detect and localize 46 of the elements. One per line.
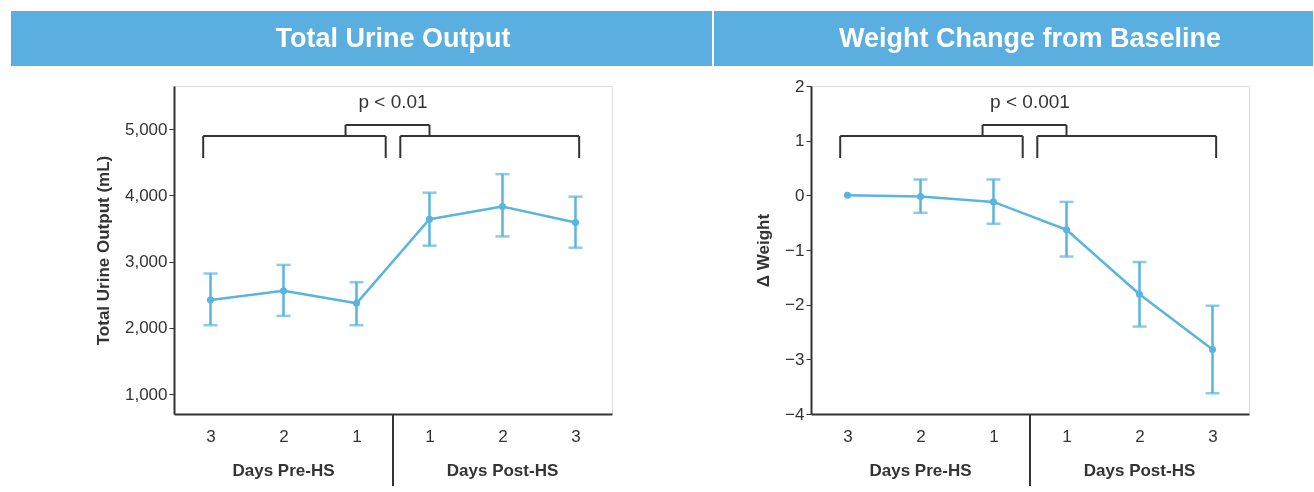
y-tick-label: 2,000 xyxy=(124,318,168,338)
annotation: p < 0.01 xyxy=(358,91,428,112)
point xyxy=(1208,345,1217,354)
y-tick-label: 1,000 xyxy=(124,384,168,404)
point xyxy=(843,191,852,199)
y-tick-label: 5,000 xyxy=(124,119,168,139)
annotation: p < 0.001 xyxy=(990,91,1070,112)
text: Days Pre-HS xyxy=(232,461,335,480)
y-axis-title: Total Urine Output (mL) xyxy=(93,155,113,346)
text: Days Post-HS xyxy=(1083,461,1196,480)
y-tick-label: −1 xyxy=(785,240,805,260)
chart-title: Weight Change from Baseline xyxy=(838,23,1222,53)
y-tick-label: 3,000 xyxy=(124,252,168,272)
x-tick-label: 2 xyxy=(498,426,508,446)
text: Days Post-HS xyxy=(446,461,559,480)
point xyxy=(1062,226,1071,234)
x-tick-label: 3 xyxy=(843,426,853,446)
point xyxy=(498,203,507,211)
x-tick-label: 3 xyxy=(571,426,581,446)
y-tick-label: 1 xyxy=(795,131,805,151)
y-tick-label: 4,000 xyxy=(124,185,168,205)
y-tick-label: 0 xyxy=(795,185,805,205)
y-tick-label: 2 xyxy=(795,76,805,96)
point xyxy=(1135,290,1144,298)
x-tick-label: 1 xyxy=(1062,426,1072,446)
point xyxy=(989,198,998,206)
point xyxy=(425,215,434,223)
x-tick-label: 1 xyxy=(352,426,362,446)
y-tick-label: −3 xyxy=(785,349,805,369)
x-tick-label: 2 xyxy=(916,426,926,446)
text: Days Pre-HS xyxy=(869,461,972,480)
y-axis-title: Δ Weight xyxy=(754,213,774,288)
y-tick-label: −2 xyxy=(785,295,805,315)
x-tick-label: 3 xyxy=(1208,426,1218,446)
x-tick-label: 1 xyxy=(989,426,999,446)
y-tick-label: −4 xyxy=(785,404,805,424)
x-tick-label: 2 xyxy=(279,426,289,446)
point xyxy=(206,296,215,304)
x-tick-label: 1 xyxy=(425,426,435,446)
chart-title: Total Urine Output xyxy=(275,23,511,53)
point xyxy=(916,192,925,200)
x-tick-label: 3 xyxy=(206,426,216,446)
point xyxy=(352,299,361,307)
x-tick-label: 2 xyxy=(1135,426,1145,446)
point xyxy=(571,218,580,227)
point xyxy=(279,287,288,295)
